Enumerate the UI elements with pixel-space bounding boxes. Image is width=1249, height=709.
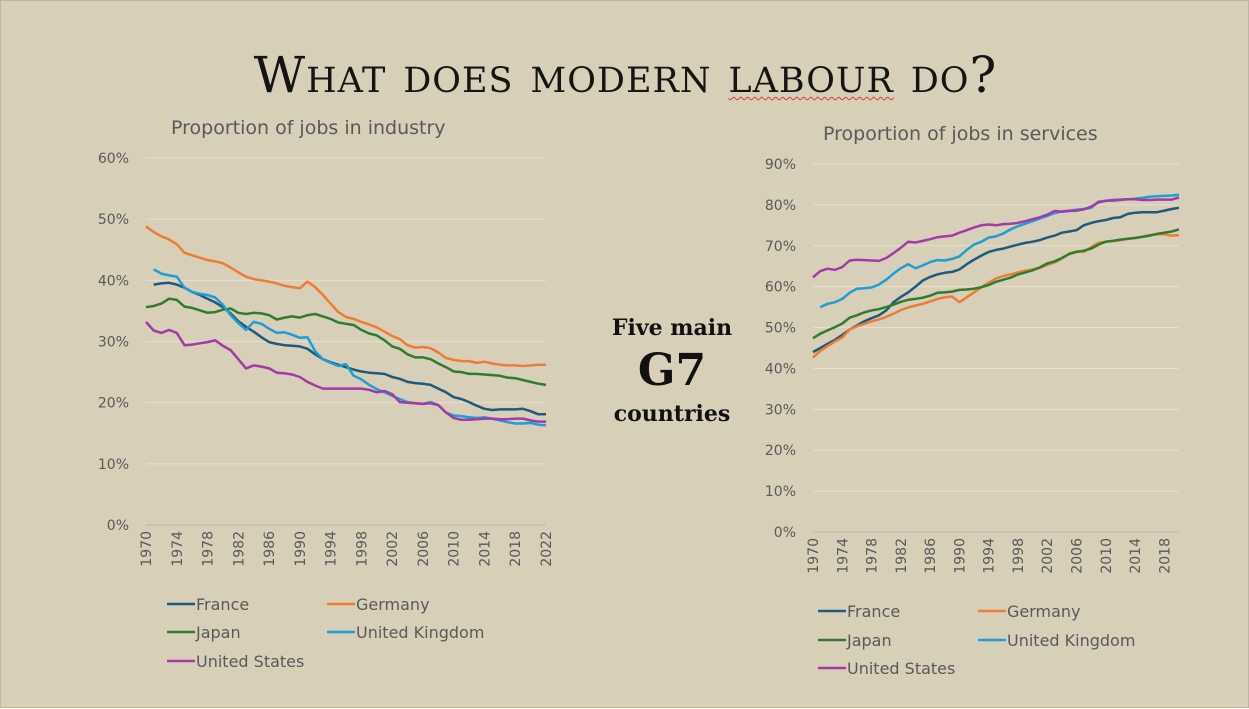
industry-chart-group: Proportion of jobs in industry 0% 10% 20% 30… [98, 117, 555, 671]
industry-series-france [153, 281, 546, 416]
services-legend-label-united-kingdom: United Kingdom [1007, 631, 1135, 650]
industry-x-tick-label: 1998 [354, 531, 370, 567]
industry-x-tick-label: 1978 [201, 531, 217, 567]
services-chart-group: Proportion of jobs in services 0% 10% 20% 30… [765, 123, 1180, 678]
industry-y-tick-label: 30% [98, 335, 129, 351]
services-x-tick-label: 2014 [1128, 538, 1144, 574]
industry-legend-label-germany: Germany [356, 595, 430, 614]
services-x-tick-label: 2002 [1040, 538, 1056, 574]
services-x-tick-label: 1974 [835, 538, 851, 574]
industry-y-tick-label: 60% [98, 151, 129, 167]
industry-x-tick-label: 2006 [416, 531, 432, 567]
services-x-tick-label: 1982 [894, 538, 910, 574]
services-y-tick-label: 70% [765, 239, 796, 255]
services-y-tick-label: 50% [765, 321, 796, 337]
industry-x-tick-label: 1970 [139, 531, 155, 567]
services-series-france [812, 206, 1180, 354]
title-part-2: do? [893, 46, 998, 104]
industry-x-tick-label: 1990 [293, 531, 309, 567]
services-chart-title: Proportion of jobs in services [823, 123, 1098, 145]
services-x-tick-label: 1978 [865, 538, 881, 574]
industry-legend-label-france: France [196, 595, 249, 614]
industry-legend-label-united-kingdom: United Kingdom [356, 623, 484, 642]
services-y-tick-label: 0% [774, 525, 796, 541]
services-series-germany [812, 233, 1180, 359]
services-x-tick-label: 2006 [1070, 538, 1086, 574]
industry-x-tick-label: 2002 [385, 531, 401, 567]
services-legend-label-france: France [847, 602, 900, 621]
services-x-tick-label: 1970 [806, 538, 822, 574]
services-x-tick-label: 1986 [923, 538, 939, 574]
services-y-tick-label: 60% [765, 280, 796, 296]
center-note-line-1: Five main [611, 315, 733, 341]
services-y-tick-label: 20% [765, 443, 796, 459]
industry-y-tick-label: 50% [98, 212, 129, 228]
industry-y-tick-label: 0% [107, 518, 129, 534]
slide-title: What does modern labour do? [1, 46, 1249, 104]
industry-chart-title: Proportion of jobs in industry [171, 117, 446, 139]
industry-series-germany [145, 225, 546, 368]
services-series-united-kingdom [819, 193, 1180, 309]
industry-legend-label-japan: Japan [195, 623, 241, 642]
services-y-tick-label: 90% [765, 157, 796, 173]
title-part-1: What does modern [253, 46, 729, 104]
services-y-tick-label: 80% [765, 198, 796, 214]
services-y-tick-label: 30% [765, 402, 796, 418]
center-note: Five main G7 countries [591, 313, 753, 429]
services-legend-label-germany: Germany [1007, 602, 1081, 621]
title-spellcheck-word: labour [728, 46, 894, 104]
industry-x-tick-label: 2022 [539, 531, 555, 567]
services-x-tick-label: 2010 [1099, 538, 1115, 574]
industry-series-japan [145, 297, 547, 387]
industry-y-tick-label: 20% [98, 396, 129, 412]
services-series-united-states [812, 196, 1180, 279]
services-x-tick-label: 1994 [982, 538, 998, 574]
industry-y-tick-label: 40% [98, 273, 129, 289]
center-note-line-2: G7 [637, 345, 707, 396]
industry-x-tick-label: 1974 [170, 531, 186, 567]
industry-x-tick-label: 1994 [324, 531, 340, 567]
industry-x-tick-label: 2014 [477, 531, 493, 567]
services-legend-label-united-states: United States [847, 659, 955, 678]
services-y-tick-label: 10% [765, 484, 796, 500]
industry-x-tick-label: 2010 [447, 531, 463, 567]
services-x-tick-label: 2018 [1157, 538, 1173, 574]
center-note-line-3: countries [613, 401, 731, 427]
industry-series-united-kingdom [153, 268, 547, 427]
services-x-tick-label: 1990 [952, 538, 968, 574]
services-series-japan [812, 228, 1180, 340]
services-y-tick-label: 40% [765, 361, 796, 377]
industry-legend-label-united-states: United States [196, 652, 304, 671]
services-x-tick-label: 1998 [1011, 538, 1027, 574]
industry-x-tick-label: 2018 [508, 531, 524, 567]
industry-series-united-states [145, 321, 546, 423]
industry-x-tick-label: 1982 [231, 531, 247, 567]
services-legend-label-japan: Japan [846, 631, 892, 650]
industry-y-tick-label: 10% [98, 457, 129, 473]
industry-x-tick-label: 1986 [262, 531, 278, 567]
